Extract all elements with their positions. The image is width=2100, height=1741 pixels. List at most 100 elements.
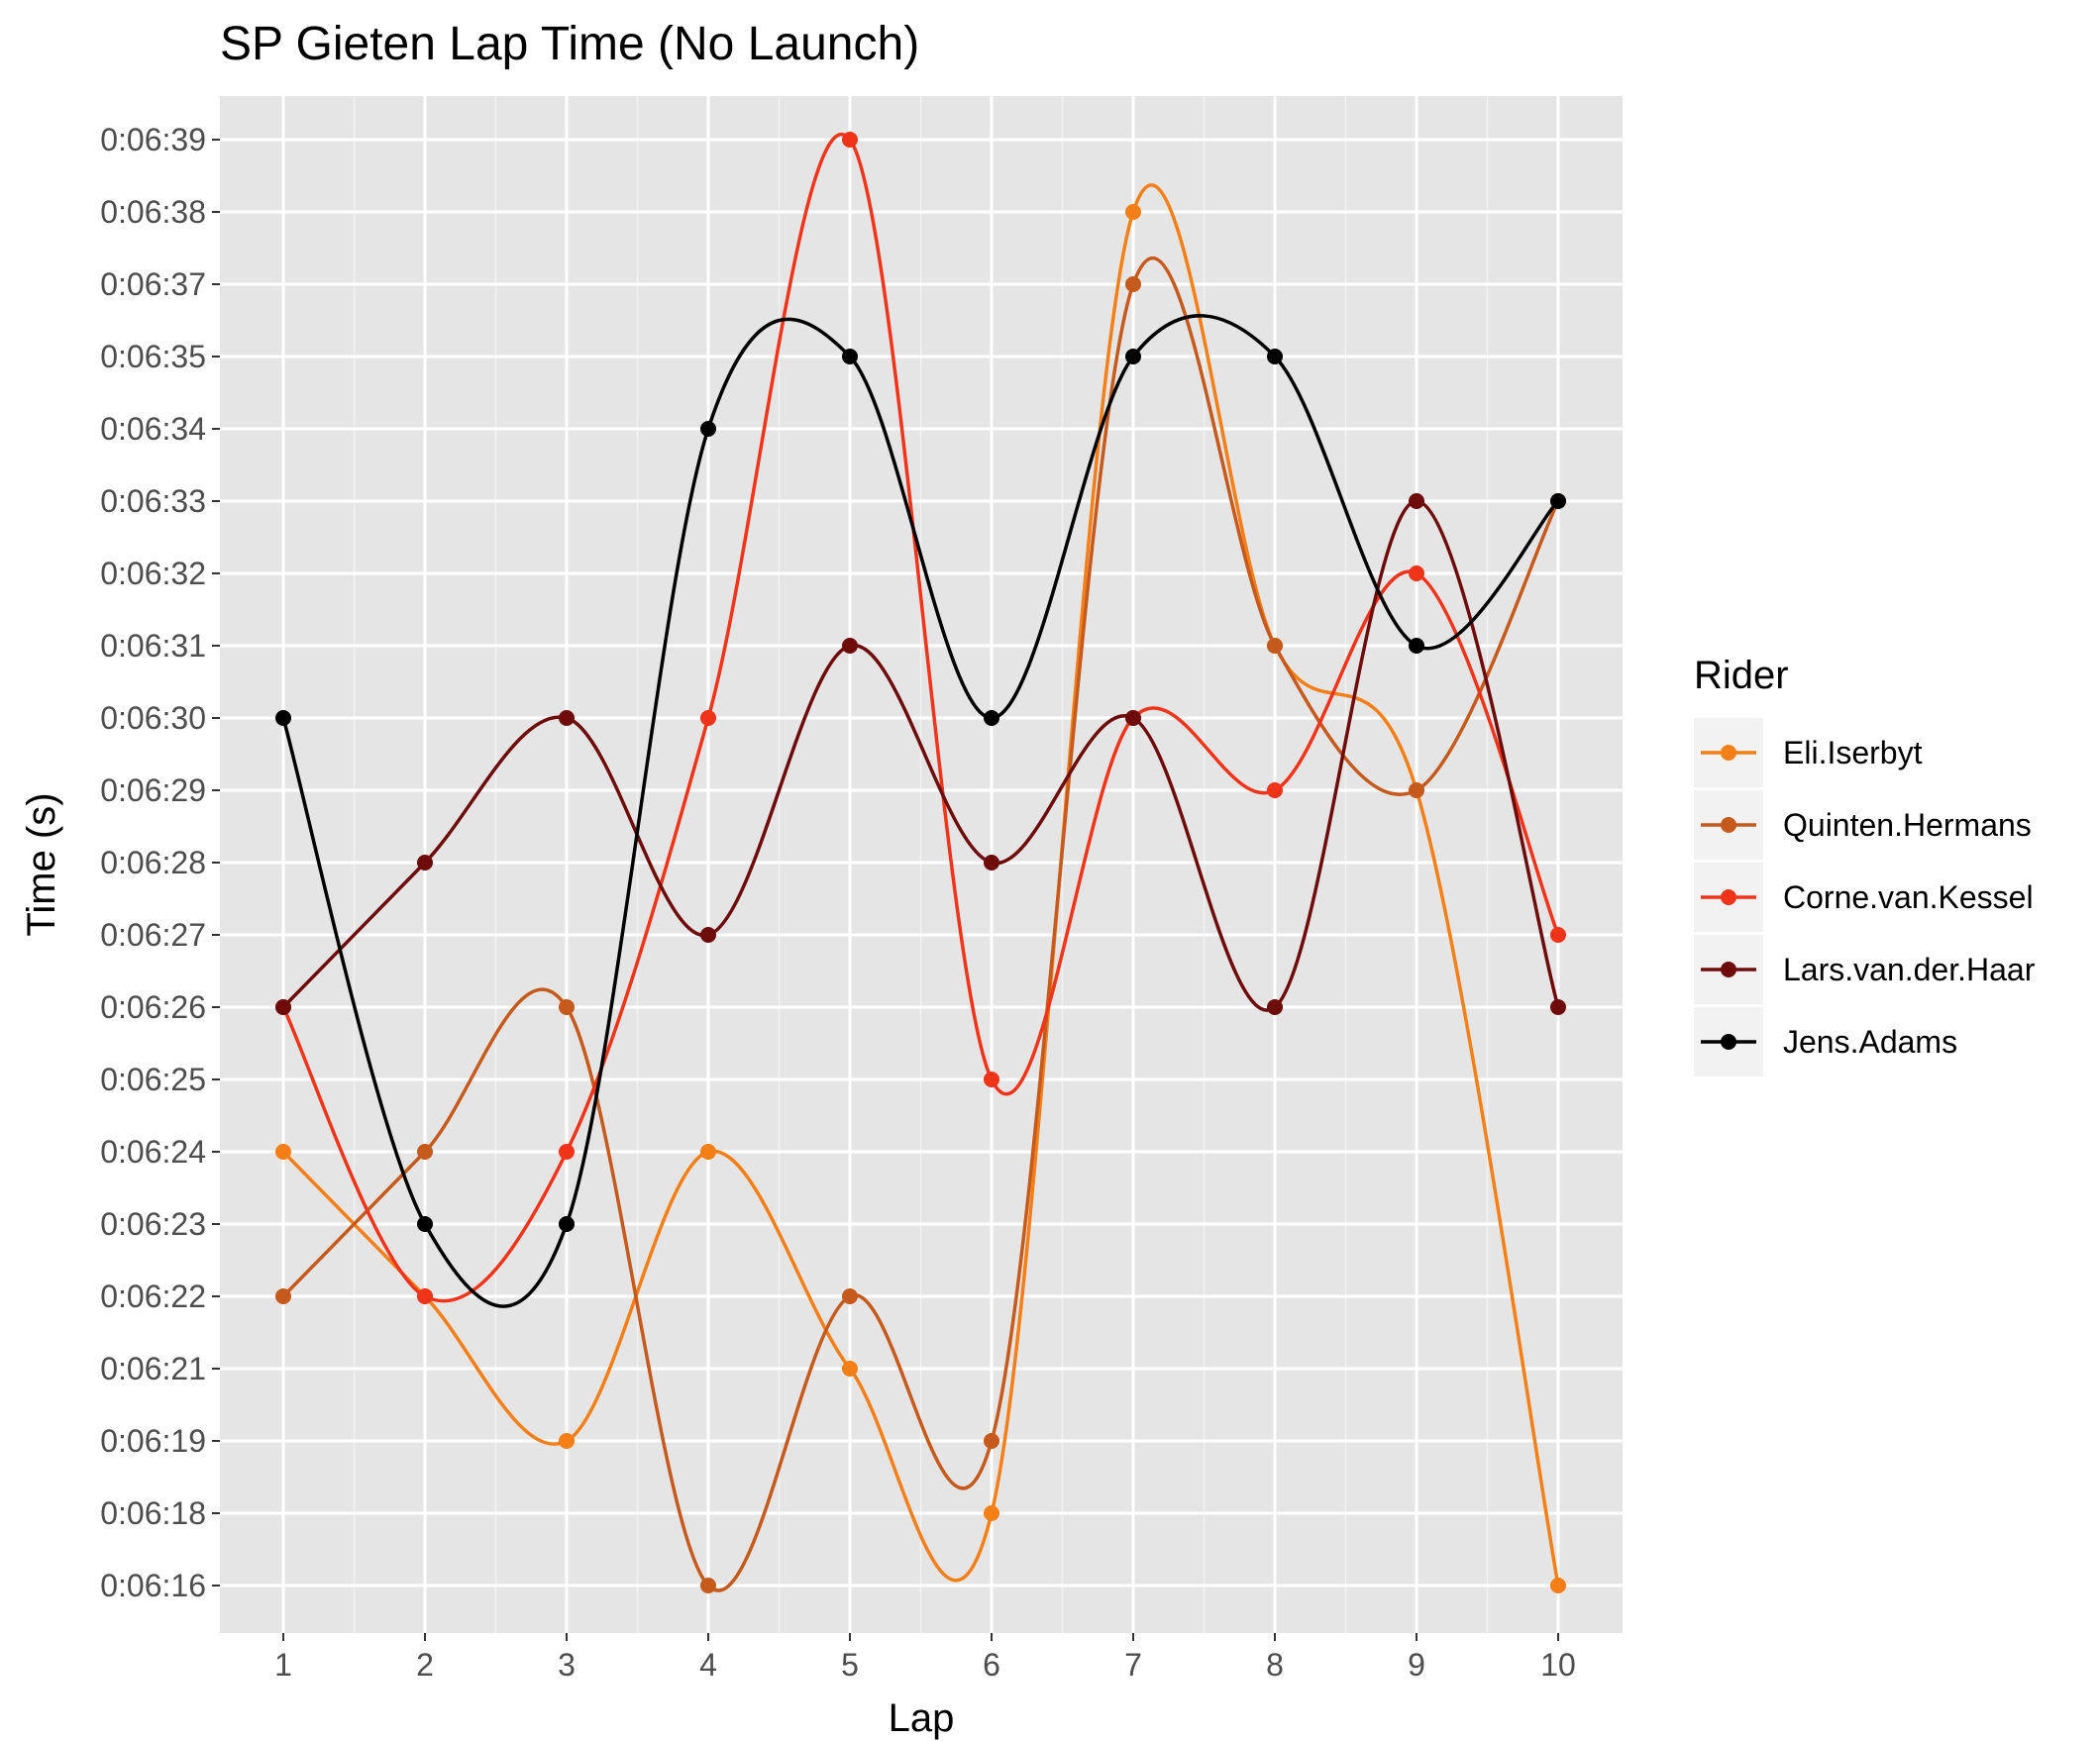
y-tick-label: 0:06:24 xyxy=(100,1134,206,1170)
legend-key-point xyxy=(1721,889,1736,905)
data-point xyxy=(984,710,999,726)
x-tick-label: 10 xyxy=(1540,1647,1576,1683)
x-tick-label: 5 xyxy=(841,1647,859,1683)
data-point xyxy=(984,1505,999,1521)
x-tick-label: 7 xyxy=(1124,1647,1142,1683)
data-point xyxy=(417,1288,433,1304)
legend-label: Quinten.Hermans xyxy=(1783,807,2032,843)
data-point xyxy=(842,132,858,148)
legend-item: Corne.van.Kessel xyxy=(1694,863,2034,932)
y-tick-label: 0:06:29 xyxy=(100,772,206,808)
data-point xyxy=(417,855,433,870)
legend-label: Lars.van.der.Haar xyxy=(1783,952,2036,987)
y-tick-label: 0:06:16 xyxy=(100,1568,206,1603)
y-axis-title: Time (s) xyxy=(20,792,63,936)
data-point xyxy=(1267,782,1283,798)
y-tick-label: 0:06:23 xyxy=(100,1206,206,1242)
y-tick-label: 0:06:30 xyxy=(100,700,206,736)
series-lars-van-der-haar xyxy=(275,493,1566,1015)
data-point xyxy=(275,1288,291,1304)
legend-item: Eli.Iserbyt xyxy=(1694,718,1923,787)
series-jens-adams xyxy=(275,314,1566,1308)
data-point xyxy=(559,1216,575,1232)
data-point xyxy=(700,421,716,437)
data-point xyxy=(984,1072,999,1087)
x-tick-label: 4 xyxy=(699,1647,717,1683)
data-point xyxy=(275,710,291,726)
y-tick-label: 0:06:22 xyxy=(100,1279,206,1314)
x-tick-label: 1 xyxy=(274,1647,292,1683)
data-point xyxy=(559,999,575,1015)
data-point xyxy=(1125,349,1141,364)
y-tick-label: 0:06:25 xyxy=(100,1062,206,1097)
data-point xyxy=(1409,638,1424,654)
x-tick-label: 2 xyxy=(416,1647,434,1683)
data-point xyxy=(700,1144,716,1160)
data-point xyxy=(700,710,716,726)
data-point xyxy=(559,1144,575,1160)
data-point xyxy=(1550,493,1566,509)
data-point xyxy=(1550,999,1566,1015)
x-tick-label: 6 xyxy=(983,1647,1000,1683)
data-point xyxy=(1409,565,1424,581)
x-axis-title: Lap xyxy=(889,1696,955,1740)
legend-label: Eli.Iserbyt xyxy=(1783,735,1923,770)
y-tick-label: 0:06:34 xyxy=(100,411,206,447)
data-point xyxy=(984,1433,999,1449)
legend-key-point xyxy=(1721,817,1736,833)
legend-item: Jens.Adams xyxy=(1694,1007,1957,1076)
y-tick-label: 0:06:32 xyxy=(100,556,206,591)
data-point xyxy=(984,855,999,870)
data-point xyxy=(417,1144,433,1160)
y-tick-label: 0:06:28 xyxy=(100,845,206,880)
data-point xyxy=(842,349,858,364)
legend-item: Quinten.Hermans xyxy=(1694,790,2032,860)
y-tick-label: 0:06:31 xyxy=(100,628,206,664)
series-group xyxy=(275,132,1566,1593)
data-point xyxy=(417,1216,433,1232)
legend-key-point xyxy=(1721,1034,1736,1050)
data-point xyxy=(842,1288,858,1304)
data-point xyxy=(1125,276,1141,292)
data-point xyxy=(1550,927,1566,943)
legend-key-point xyxy=(1721,745,1736,761)
y-axis: 0:06:16 0:06:18 0:06:19 0:06:21 0:06:22 0:06:… xyxy=(100,122,220,1603)
y-tick-label: 0:06:18 xyxy=(100,1495,206,1531)
data-point xyxy=(1125,710,1141,726)
series-line xyxy=(281,314,1560,1308)
data-point xyxy=(842,638,858,654)
data-point xyxy=(842,1361,858,1377)
x-tick-label: 9 xyxy=(1408,1647,1425,1683)
legend-title: Rider xyxy=(1694,654,1789,697)
y-tick-label: 0:06:19 xyxy=(100,1423,206,1459)
data-point xyxy=(559,710,575,726)
data-point xyxy=(1267,999,1283,1015)
y-tick-label: 0:06:35 xyxy=(100,339,206,374)
data-point xyxy=(1267,638,1283,654)
data-point xyxy=(1125,204,1141,220)
chart-title: SP Gieten Lap Time (No Launch) xyxy=(220,18,919,70)
data-point xyxy=(1267,349,1283,364)
y-tick-label: 0:06:33 xyxy=(100,483,206,519)
y-tick-label: 0:06:26 xyxy=(100,989,206,1025)
data-point xyxy=(1409,493,1424,509)
x-axis: 1 2 3 4 5 6 7 8 9 10 xyxy=(274,1633,1576,1683)
data-point xyxy=(1409,782,1424,798)
series-line xyxy=(281,183,1560,1587)
data-point xyxy=(700,927,716,943)
y-tick-label: 0:06:39 xyxy=(100,122,206,157)
x-tick-label: 3 xyxy=(558,1647,576,1683)
legend-label: Corne.van.Kessel xyxy=(1783,879,2034,915)
data-point xyxy=(1550,1578,1566,1593)
legend-key-point xyxy=(1721,962,1736,977)
x-tick-label: 8 xyxy=(1266,1647,1284,1683)
data-point xyxy=(700,1578,716,1593)
data-point xyxy=(275,1144,291,1160)
y-tick-label: 0:06:38 xyxy=(100,194,206,230)
y-tick-label: 0:06:27 xyxy=(100,917,206,953)
data-point xyxy=(275,999,291,1015)
legend: Rider Eli.Iserbyt Quinten.Hermans Corne.va… xyxy=(1694,654,2036,1076)
data-point xyxy=(559,1433,575,1449)
y-tick-label: 0:06:37 xyxy=(100,266,206,302)
